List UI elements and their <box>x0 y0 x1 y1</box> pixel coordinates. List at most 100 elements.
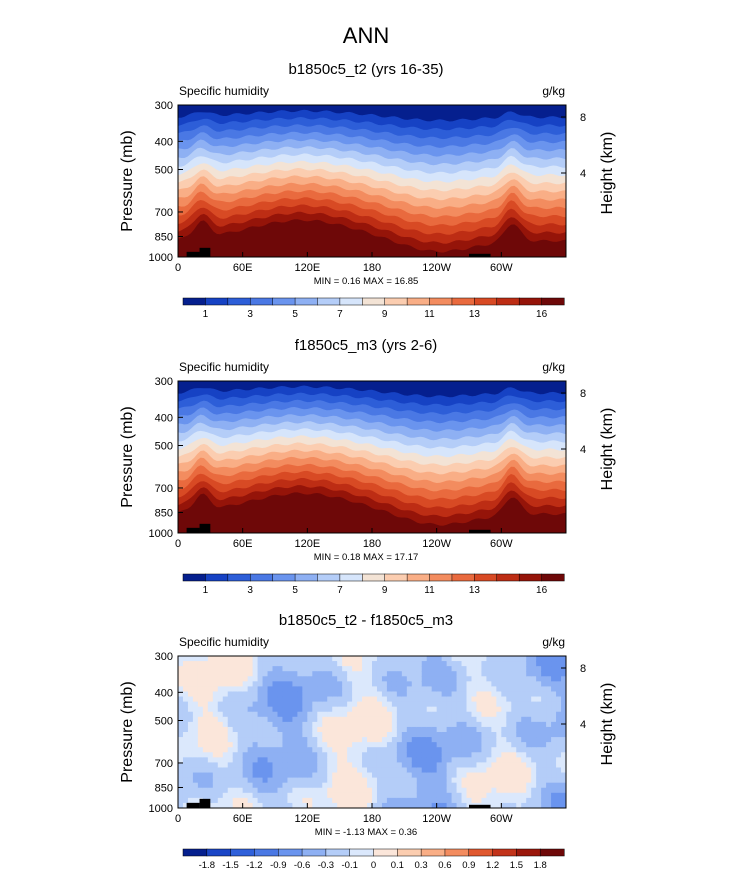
field-cell <box>466 661 473 667</box>
field-cell <box>416 757 423 763</box>
field-cell <box>536 721 542 728</box>
field-cell <box>282 787 289 794</box>
field-cell <box>561 676 566 682</box>
field-cell <box>411 777 418 784</box>
field-cell <box>292 757 298 763</box>
field-cell <box>217 706 224 713</box>
field-cell <box>476 777 483 784</box>
field-cell <box>521 747 527 753</box>
field-cell <box>506 767 512 774</box>
field-cell <box>362 772 368 779</box>
field-cell <box>367 777 373 784</box>
field-cell <box>277 737 284 743</box>
field-cell <box>267 666 274 672</box>
field-cell <box>327 681 333 687</box>
field-cell <box>416 701 423 708</box>
field-cell <box>307 661 313 667</box>
field-cell <box>536 757 542 763</box>
field-cell <box>511 706 517 713</box>
field-cell <box>287 676 294 682</box>
field-cell <box>461 797 468 804</box>
field-cell <box>516 701 522 708</box>
field-cell <box>446 742 453 748</box>
field-cell <box>426 726 433 733</box>
field-cell <box>381 666 388 672</box>
y-tick-label: 700 <box>155 207 173 219</box>
field-cell <box>396 671 403 677</box>
field-cell <box>546 691 552 698</box>
field-cell <box>471 757 478 763</box>
field-cell <box>312 696 318 703</box>
colorbar-swatch <box>496 297 520 306</box>
field-cell <box>486 792 492 799</box>
field-cell <box>416 691 423 698</box>
field-cell <box>247 696 254 703</box>
field-cell <box>347 797 353 804</box>
field-cell <box>342 732 348 738</box>
field-cell <box>441 681 448 687</box>
field-cell <box>476 676 483 682</box>
field-cell <box>267 747 274 753</box>
field-cell <box>521 777 527 784</box>
field-cell <box>416 686 423 693</box>
field-cell <box>282 681 289 687</box>
field-cell <box>491 706 497 713</box>
field-cell <box>506 711 512 718</box>
field-cell <box>396 752 403 758</box>
field-cell <box>476 747 483 753</box>
field-cell <box>287 671 294 677</box>
field-cell <box>416 737 423 743</box>
field-cell <box>426 716 433 723</box>
field-cell <box>421 726 428 733</box>
field-cell <box>546 716 552 723</box>
field-cell <box>561 661 566 667</box>
colorbar-swatch <box>182 573 206 582</box>
field-cell <box>556 767 562 774</box>
field-cell <box>401 762 408 769</box>
field-cell <box>376 752 383 758</box>
field-cell <box>347 676 353 682</box>
field-cell <box>352 686 358 693</box>
field-cell <box>391 777 398 784</box>
field-cell <box>292 767 298 774</box>
field-cell <box>192 792 199 799</box>
field-cell <box>486 671 492 677</box>
field-cell <box>207 737 214 743</box>
field-cell <box>491 782 497 789</box>
field-cell <box>187 732 194 738</box>
field-cell <box>546 661 552 667</box>
field-cell <box>237 706 244 713</box>
field-cell <box>461 671 468 677</box>
field-cell <box>297 797 303 804</box>
field-cell <box>516 706 522 713</box>
field-cell <box>352 762 358 769</box>
field-cell <box>332 767 338 774</box>
field-cell <box>262 732 269 738</box>
colorbar-label: 1 <box>203 585 209 596</box>
field-cell <box>362 671 368 677</box>
field-cell <box>411 762 418 769</box>
field-cell <box>212 666 219 672</box>
field-cell <box>451 802 458 808</box>
field-cell <box>242 742 249 748</box>
field-cell <box>202 782 209 789</box>
field-cell <box>561 797 566 804</box>
field-cell <box>456 782 463 789</box>
field-cell <box>342 721 348 728</box>
field-cell <box>476 757 483 763</box>
field-cell <box>287 802 294 808</box>
field-contours <box>178 105 566 257</box>
field-cell <box>451 686 458 693</box>
field-cell <box>406 732 413 738</box>
field-cell <box>342 782 348 789</box>
field-cell <box>352 711 358 718</box>
field-cell <box>376 661 383 667</box>
field-cell <box>451 757 458 763</box>
field-cell <box>426 666 433 672</box>
x-tick-label: 180 <box>363 262 381 274</box>
field-cell <box>257 681 264 687</box>
field-cell <box>212 696 219 703</box>
field-cell <box>352 721 358 728</box>
field-cell <box>227 757 234 763</box>
field-cell <box>292 737 298 743</box>
